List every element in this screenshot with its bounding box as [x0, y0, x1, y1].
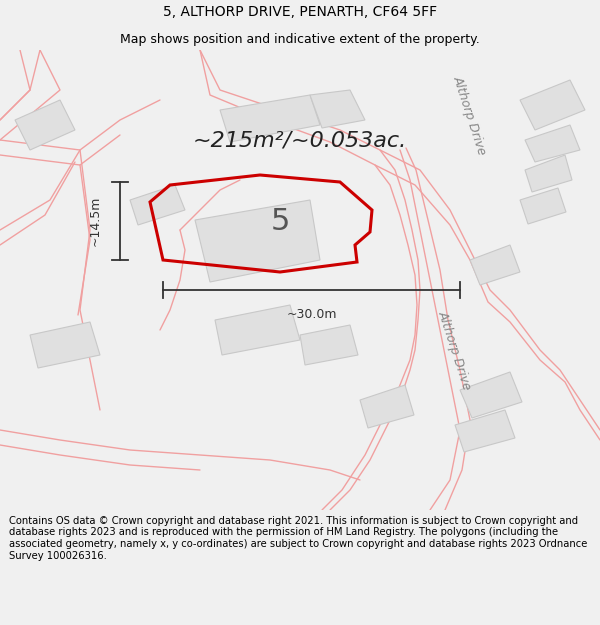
Text: Althorp Drive: Althorp Drive: [451, 74, 489, 156]
Text: ~14.5m: ~14.5m: [89, 196, 102, 246]
Text: 5, ALTHORP DRIVE, PENARTH, CF64 5FF: 5, ALTHORP DRIVE, PENARTH, CF64 5FF: [163, 6, 437, 19]
Polygon shape: [520, 80, 585, 130]
Text: Althorp Drive: Althorp Drive: [436, 309, 474, 391]
Polygon shape: [460, 372, 522, 418]
Polygon shape: [15, 100, 75, 150]
Polygon shape: [520, 188, 566, 224]
Polygon shape: [130, 185, 185, 225]
Polygon shape: [470, 245, 520, 285]
Polygon shape: [310, 90, 365, 128]
Polygon shape: [360, 385, 414, 428]
Polygon shape: [220, 95, 320, 142]
Text: Contains OS data © Crown copyright and database right 2021. This information is : Contains OS data © Crown copyright and d…: [9, 516, 587, 561]
Polygon shape: [455, 410, 515, 452]
Polygon shape: [215, 305, 300, 355]
Polygon shape: [30, 322, 100, 368]
Text: Map shows position and indicative extent of the property.: Map shows position and indicative extent…: [120, 34, 480, 46]
Polygon shape: [525, 155, 572, 192]
Text: ~215m²/~0.053ac.: ~215m²/~0.053ac.: [193, 130, 407, 150]
Text: ~30.0m: ~30.0m: [286, 308, 337, 321]
Polygon shape: [195, 200, 320, 282]
Text: 5: 5: [271, 208, 290, 236]
Polygon shape: [300, 325, 358, 365]
Polygon shape: [525, 125, 580, 162]
